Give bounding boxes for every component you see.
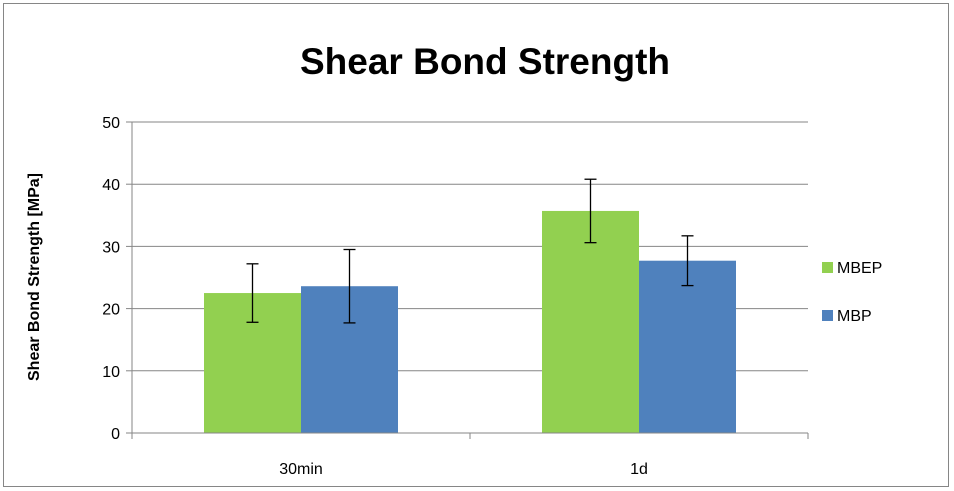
y-tick-label: 40 [102,177,120,194]
x-tick-label: 30min [279,461,323,478]
bar [542,210,639,433]
legend-swatch [822,310,833,321]
bar [639,260,736,433]
legend-swatch [822,262,833,273]
y-tick-label: 0 [111,426,120,443]
y-axis-label: Shear Bond Strength [MPa] [26,173,43,381]
legend-label: MBP [837,308,872,325]
y-tick-label: 30 [102,239,120,256]
bars [204,210,736,433]
legend-label: MBEP [837,260,882,277]
x-tick-label: 1d [630,461,648,478]
chart-title: Shear Bond Strength [300,41,670,82]
y-tick-label: 50 [102,115,120,132]
legend: MBEP MBP [822,260,882,325]
y-tick-label: 10 [102,364,120,381]
error-bars [246,178,694,324]
y-tick-label: 20 [102,302,120,319]
axes: 0 10 20 30 40 50 30min 1d [102,115,809,478]
chart-frame [3,3,949,487]
